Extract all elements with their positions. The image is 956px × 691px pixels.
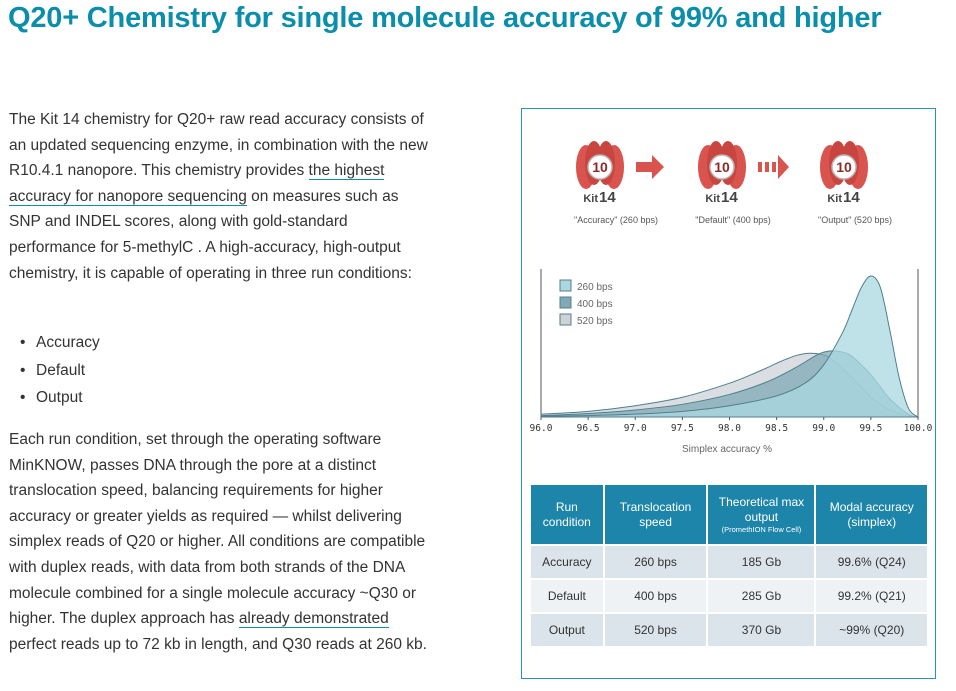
table-header-theoretical-max-output: Theoretical max output (PromethION Flow C…: [707, 485, 817, 545]
dashed-arrow-right-icon: [758, 155, 789, 179]
legend-swatch: [559, 313, 572, 326]
intro-paragraph: The Kit 14 chemistry for Q20+ raw read a…: [9, 107, 434, 286]
run-conditions-list: Accuracy Default Output: [18, 329, 100, 412]
x-tick-label: 98.0: [718, 423, 741, 434]
x-tick-label: 99.5: [859, 423, 882, 434]
pore-number: 10: [714, 159, 730, 175]
table-cell: Default: [531, 578, 605, 613]
kit-caption-accuracy: "Accuracy" (260 bps): [574, 215, 658, 225]
x-tick-label: 98.5: [765, 423, 788, 434]
table-row: Output 520 bps 370 Gb ~99% (Q20): [531, 612, 927, 646]
x-tick-label: 100.0: [904, 423, 933, 434]
table-cell: 260 bps: [603, 544, 709, 579]
arrow-right-icon: [636, 155, 664, 179]
kit-number: 14: [599, 189, 616, 206]
outro-paragraph: Each run condition, set through the oper…: [9, 427, 434, 657]
x-tick-label: 97.5: [671, 423, 694, 434]
kit-caption-default: "Default" (400 bps): [695, 215, 771, 225]
x-tick-label: 99.0: [812, 423, 835, 434]
kit-number: 14: [721, 189, 738, 206]
table-row: Accuracy 260 bps 185 Gb 99.6% (Q24): [531, 544, 927, 579]
list-item-default: Default: [18, 357, 100, 385]
list-item-output: Output: [18, 384, 100, 412]
x-tick-label: 97.0: [624, 423, 647, 434]
kit-number: 14: [843, 189, 860, 206]
series-area-260-bps: [540, 275, 920, 418]
table-row: Default 400 bps 285 Gb 99.2% (Q21): [531, 578, 927, 613]
kit-caption-output: "Output" (520 bps): [818, 215, 892, 225]
table-header-modal-accuracy: Modal accuracy (simplex): [815, 485, 927, 545]
table-cell: 285 Gb: [707, 578, 817, 613]
table-cell: 370 Gb: [707, 612, 817, 646]
table-cell: 99.6% (Q24): [815, 544, 927, 579]
table-cell: 520 bps: [603, 612, 709, 646]
pore-icon: 10 Kit 14: [698, 141, 746, 206]
legend-label: 520 bps: [577, 316, 613, 327]
kit-word: Kit: [705, 193, 720, 205]
table-cell: ~99% (Q20): [815, 612, 927, 646]
intro-text-1: The Kit 14 chemistry for Q20+ raw read a…: [9, 111, 428, 180]
table-cell: 99.2% (Q21): [815, 578, 927, 613]
x-tick-label: 96.5: [577, 423, 600, 434]
table-header-translocation-speed: Translocation speed: [603, 485, 709, 545]
outro-text-2: perfect reads up to 72 kb in length, and…: [9, 635, 427, 653]
pore-icon: 10 Kit 14: [820, 141, 868, 206]
pore-number: 10: [592, 159, 608, 175]
page-title: Q20+ Chemistry for single molecule accur…: [8, 2, 882, 34]
table-cell: 400 bps: [603, 578, 709, 613]
x-tick-label: 96.0: [530, 423, 553, 434]
pore-icon: 10 Kit 14: [576, 141, 624, 206]
highest-accuracy-link[interactable]: the highest accuracy for nanopore sequen…: [9, 162, 385, 206]
table-cell: 185 Gb: [707, 544, 817, 579]
table-cell: Output: [531, 612, 605, 646]
legend-label: 400 bps: [577, 299, 613, 310]
table-header-run-condition: Run condition: [531, 485, 605, 545]
legend-label: 260 bps: [577, 282, 613, 293]
pore-number: 10: [836, 159, 852, 175]
kit-word: Kit: [583, 193, 598, 205]
accuracy-distribution-chart: 96.0 96.5 97.0 97.5 98.0 98.5 99.0 99.5 100.0 Sim…: [530, 269, 933, 455]
table-cell: Accuracy: [531, 544, 605, 579]
intro-text-2: on measures such as SNP and INDEL scores…: [9, 187, 412, 282]
kit-word: Kit: [827, 193, 842, 205]
legend-swatch: [559, 279, 572, 292]
already-demonstrated-link[interactable]: already demonstrated: [238, 610, 389, 629]
legend-swatch: [559, 296, 572, 309]
table-header-output-label: Theoretical max output: [718, 494, 805, 524]
run-conditions-table: Run condition Translocation speed Theore…: [531, 485, 927, 646]
table-header-note: (PromethION Flow Cell): [721, 524, 802, 534]
x-axis-label: Simplex accuracy %: [682, 444, 772, 455]
list-item-accuracy: Accuracy: [18, 329, 100, 357]
outro-text-1: Each run condition, set through the oper…: [9, 431, 426, 628]
chemistry-figure: 10 Kit 14 10 Kit 14 10 Kit 14 "Accuracy" (260 bp…: [521, 108, 936, 679]
